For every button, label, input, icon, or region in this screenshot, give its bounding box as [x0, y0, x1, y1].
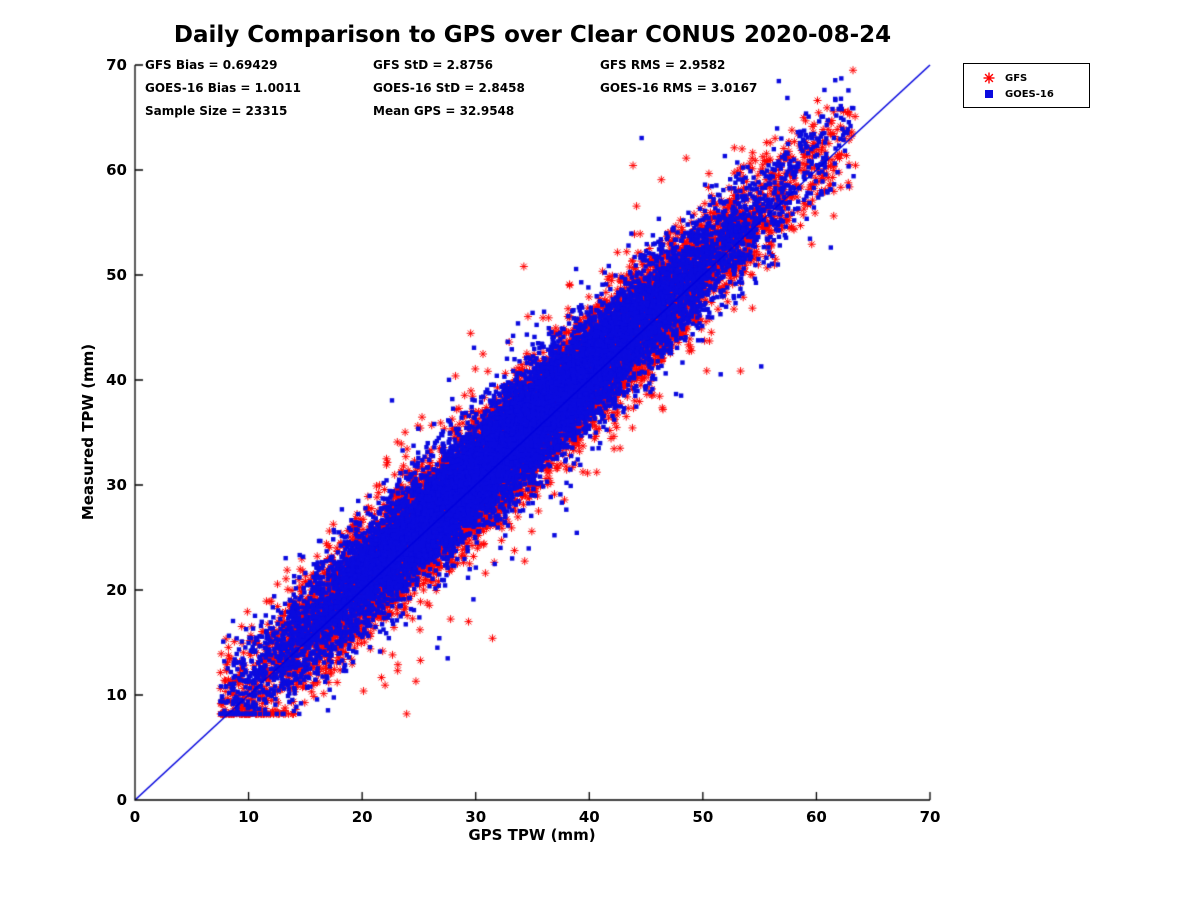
x-tick-label: 60: [805, 808, 827, 826]
x-tick-label: 20: [351, 808, 373, 826]
legend-label-goes16: GOES-16: [1005, 88, 1054, 100]
x-tick-label: 0: [129, 808, 141, 826]
x-axis-label: GPS TPW (mm): [468, 826, 596, 844]
gfs-asterisk-icon: [983, 72, 995, 84]
stat-mean-gps: Mean GPS = 32.9548: [373, 104, 515, 118]
stat-gfs-rms: GFS RMS = 2.9582: [600, 58, 726, 72]
chart-title: Daily Comparison to GPS over Clear CONUS…: [173, 22, 892, 48]
y-tick-label: 30: [106, 476, 127, 494]
y-tick-label: 20: [106, 581, 127, 599]
stat-gfs-bias: GFS Bias = 0.69429: [145, 58, 278, 72]
legend-entry-goes16: GOES-16: [964, 86, 1089, 102]
legend-entry-gfs: GFS: [964, 70, 1089, 86]
y-tick-label: 70: [106, 56, 127, 74]
goes16-square-icon: [985, 90, 993, 98]
x-tick-label: 40: [578, 808, 600, 826]
x-tick-label: 70: [919, 808, 941, 826]
x-tick-label: 30: [465, 808, 487, 826]
legend-label-gfs: GFS: [1005, 72, 1028, 84]
stat-goes16-bias: GOES-16 Bias = 1.0011: [145, 81, 301, 95]
y-tick-label: 50: [106, 266, 127, 284]
stat-sample-size: Sample Size = 23315: [145, 104, 288, 118]
stat-gfs-std: GFS StD = 2.8756: [373, 58, 493, 72]
x-tick-label: 50: [692, 808, 714, 826]
y-tick-label: 60: [106, 161, 127, 179]
x-tick-label: 10: [238, 808, 259, 826]
legend: GFS GOES-16: [963, 63, 1090, 108]
y-tick-label: 10: [106, 686, 127, 704]
y-tick-label: 40: [106, 371, 127, 389]
y-tick-label: 0: [116, 791, 127, 809]
stat-goes16-std: GOES-16 StD = 2.8458: [373, 81, 525, 95]
stat-goes16-rms: GOES-16 RMS = 3.0167: [600, 81, 758, 95]
